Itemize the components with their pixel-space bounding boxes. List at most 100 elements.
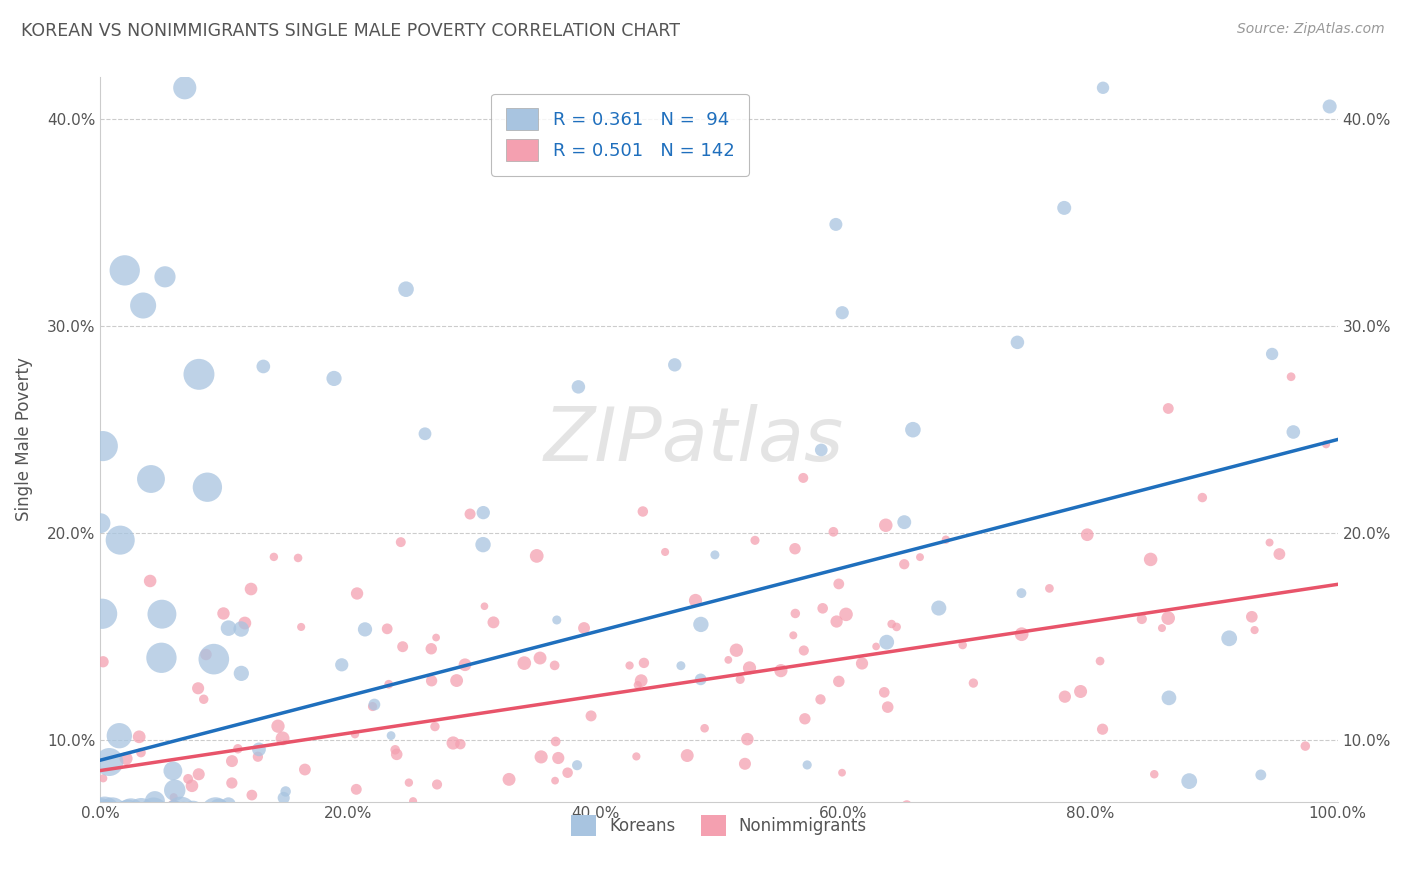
Point — [744, 533, 766, 548]
Point — [375, 622, 398, 636]
Point — [252, 359, 274, 374]
Point — [557, 765, 579, 780]
Point — [290, 620, 312, 634]
Point — [91, 772, 114, 786]
Point — [633, 656, 655, 670]
Point — [173, 80, 195, 95]
Point — [831, 765, 853, 780]
Point — [544, 773, 567, 788]
Point — [546, 613, 568, 627]
Point — [1038, 582, 1060, 596]
Point — [436, 805, 458, 819]
Point — [825, 218, 848, 232]
Point — [188, 368, 211, 382]
Point — [114, 263, 136, 277]
Point — [737, 732, 759, 747]
Point — [1157, 611, 1180, 625]
Point — [574, 805, 596, 819]
Point — [769, 664, 792, 678]
Point — [700, 805, 723, 819]
Point — [669, 658, 692, 673]
Point — [170, 805, 193, 819]
Point — [271, 731, 294, 746]
Point — [1315, 437, 1337, 451]
Point — [266, 805, 288, 819]
Point — [330, 657, 353, 672]
Point — [181, 779, 204, 793]
Point — [690, 617, 713, 632]
Point — [221, 776, 243, 790]
Point — [323, 371, 346, 385]
Point — [89, 516, 111, 531]
Point — [224, 805, 246, 819]
Point — [908, 550, 931, 565]
Point — [93, 805, 115, 819]
Text: Source: ZipAtlas.com: Source: ZipAtlas.com — [1237, 22, 1385, 37]
Point — [96, 805, 118, 819]
Point — [202, 652, 225, 666]
Point — [485, 805, 508, 819]
Point — [231, 622, 253, 636]
Point — [391, 640, 413, 654]
Point — [880, 617, 903, 632]
Point — [93, 805, 115, 819]
Point — [835, 607, 858, 622]
Point — [1139, 552, 1161, 566]
Point — [217, 797, 239, 812]
Point — [402, 794, 425, 808]
Point — [420, 641, 443, 656]
Point — [567, 380, 589, 394]
Point — [630, 673, 652, 688]
Point — [828, 577, 851, 591]
Point — [231, 666, 253, 681]
Point — [101, 805, 124, 819]
Point — [1076, 527, 1098, 541]
Point — [204, 805, 226, 819]
Text: ZIPatlas: ZIPatlas — [544, 403, 844, 475]
Point — [1091, 722, 1114, 736]
Point — [181, 805, 204, 819]
Point — [120, 805, 142, 819]
Point — [163, 783, 186, 797]
Point — [738, 661, 761, 675]
Point — [1234, 805, 1257, 819]
Point — [977, 805, 1000, 819]
Point — [420, 673, 443, 688]
Point — [630, 805, 652, 819]
Point — [187, 767, 209, 781]
Point — [423, 720, 446, 734]
Point — [273, 791, 295, 805]
Point — [1130, 612, 1153, 626]
Point — [1268, 547, 1291, 561]
Point — [267, 719, 290, 733]
Point — [1218, 632, 1240, 646]
Point — [901, 423, 924, 437]
Point — [94, 805, 117, 819]
Point — [810, 442, 832, 457]
Point — [1282, 805, 1305, 819]
Point — [274, 784, 297, 798]
Point — [825, 615, 848, 629]
Point — [385, 747, 408, 762]
Point — [454, 657, 477, 672]
Point — [685, 593, 707, 607]
Point — [449, 737, 471, 751]
Point — [725, 643, 748, 657]
Point — [544, 734, 567, 748]
Point — [544, 805, 567, 819]
Point — [1282, 425, 1305, 439]
Point — [1191, 491, 1213, 505]
Point — [287, 551, 309, 566]
Text: KOREAN VS NONIMMIGRANTS SINGLE MALE POVERTY CORRELATION CHART: KOREAN VS NONIMMIGRANTS SINGLE MALE POVE… — [21, 22, 681, 40]
Point — [208, 801, 231, 815]
Point — [246, 749, 269, 764]
Point — [187, 681, 209, 696]
Point — [1258, 535, 1281, 549]
Point — [380, 729, 402, 743]
Point — [543, 658, 565, 673]
Point — [395, 282, 418, 296]
Point — [91, 439, 114, 453]
Point — [132, 299, 155, 313]
Point — [1053, 201, 1076, 215]
Point — [793, 643, 815, 657]
